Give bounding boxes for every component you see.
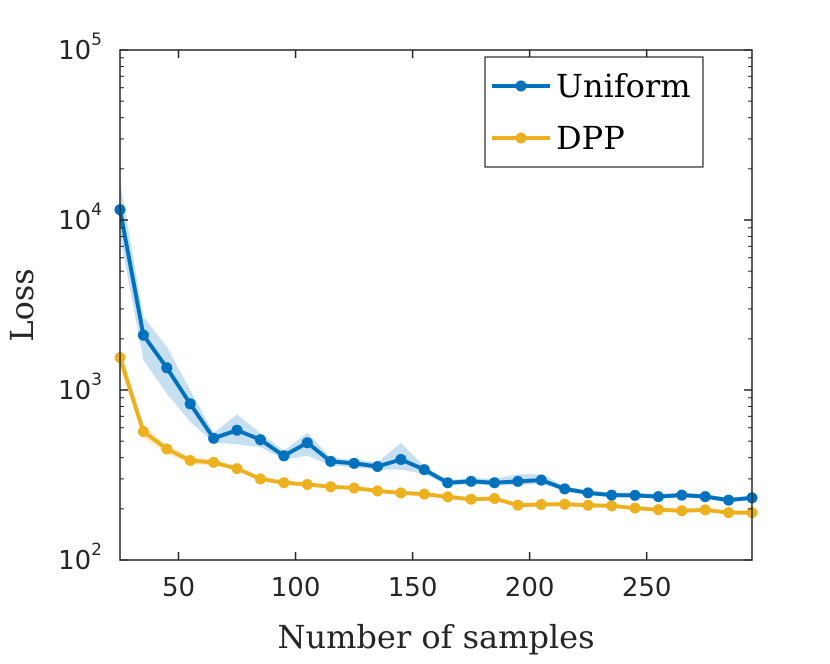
uniform-point xyxy=(652,491,664,503)
dpp-point xyxy=(348,482,360,494)
uniform-point xyxy=(161,362,173,374)
uniform-line xyxy=(118,209,753,503)
dpp-point xyxy=(184,455,196,466)
uniform-point xyxy=(184,398,196,410)
dpp-line xyxy=(118,356,752,515)
x-axis-label: Number of samples xyxy=(277,618,594,656)
dpp-point xyxy=(652,504,664,516)
dpp-point xyxy=(723,507,735,519)
dpp-point xyxy=(676,505,688,517)
uniform-point xyxy=(278,450,290,462)
legend-label-dpp: DPP xyxy=(556,119,625,157)
dpp-point xyxy=(161,443,173,455)
uniform-point xyxy=(723,494,735,506)
dpp-point xyxy=(372,485,383,497)
uniform-point xyxy=(418,464,430,476)
y-tick-label: 103 xyxy=(58,370,102,406)
dpp-point xyxy=(512,499,524,511)
dpp-point xyxy=(606,500,618,512)
dpp-point xyxy=(301,479,313,490)
dpp-point xyxy=(254,473,266,485)
x-axis: 50 100 150 200 250 xyxy=(162,50,672,603)
dpp-point xyxy=(137,426,149,437)
uniform-point xyxy=(512,475,524,487)
dpp-point xyxy=(465,493,477,505)
uniform-point xyxy=(395,454,407,465)
legend: Uniform DPP xyxy=(484,56,704,168)
series-lines xyxy=(118,209,753,515)
x-tick-label: 100 xyxy=(271,573,321,603)
dpp-point xyxy=(582,499,594,511)
uniform-point xyxy=(559,483,571,495)
legend-box xyxy=(484,56,704,168)
plot-frame xyxy=(119,49,753,561)
uniform-point xyxy=(442,477,454,489)
dpp-point xyxy=(278,477,290,489)
uniform-point xyxy=(231,424,243,436)
y-axis: 102 103 104 105 xyxy=(58,30,752,576)
dpp-point xyxy=(559,498,571,510)
uniform-point xyxy=(208,432,220,444)
dpp-point xyxy=(442,491,454,503)
dpp-point xyxy=(489,493,500,504)
uniform-point xyxy=(348,457,360,469)
uniform-point xyxy=(676,489,688,501)
uniform-point xyxy=(137,329,149,341)
y-tick-label: 104 xyxy=(58,200,102,236)
legend-marker-uniform xyxy=(515,80,527,92)
dpp-point xyxy=(395,487,407,499)
uniform-point xyxy=(372,461,383,472)
dpp-point xyxy=(208,456,220,468)
uniform-point xyxy=(629,489,641,501)
uniform-point xyxy=(325,455,337,467)
uniform-point xyxy=(489,477,500,489)
dpp-point xyxy=(231,463,243,475)
dpp-point xyxy=(629,502,641,514)
dpp-point xyxy=(418,488,430,500)
dpp-point xyxy=(325,481,337,493)
x-tick-label: 150 xyxy=(388,573,438,603)
y-tick-label: 102 xyxy=(58,540,102,576)
legend-marker-dpp xyxy=(515,132,527,144)
dpp-point xyxy=(699,504,711,516)
dpp-point xyxy=(535,499,547,510)
uniform-point xyxy=(301,437,313,449)
legend-label-uniform: Uniform xyxy=(556,67,691,105)
x-tick-label: 50 xyxy=(162,573,195,603)
y-tick-label: 105 xyxy=(58,30,102,66)
uniform-point xyxy=(606,489,618,501)
x-tick-label: 250 xyxy=(622,573,672,603)
x-tick-label: 200 xyxy=(505,573,555,603)
uniform-point xyxy=(465,475,477,487)
y-axis-label: Loss xyxy=(3,268,41,341)
uniform-point xyxy=(699,491,711,503)
uniform-point xyxy=(254,434,266,446)
uniform-point xyxy=(535,474,547,486)
uniform-point xyxy=(582,487,594,499)
